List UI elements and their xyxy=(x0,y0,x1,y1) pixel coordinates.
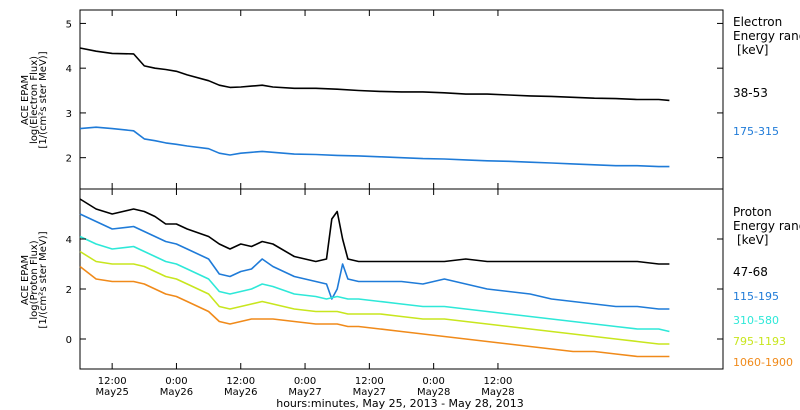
electron-ytick-label: 5 xyxy=(66,19,72,30)
legend-proton-795-1193: 795-1193 xyxy=(733,335,786,348)
axis-ticks-group: 234502412:00May250:00May2612:00May260:00… xyxy=(66,10,723,398)
xtick-label-date: May28 xyxy=(417,387,450,398)
electron-legend-subtitle: Energy range xyxy=(733,29,800,43)
xtick-label-date: May26 xyxy=(224,387,257,398)
proton-ytick-label: 4 xyxy=(66,235,72,246)
xtick-label-date: May27 xyxy=(288,387,321,398)
xtick-label-time: 0:00 xyxy=(165,376,187,387)
electron-series-175-315 xyxy=(79,126,670,168)
proton-legend-subtitle: Energy range xyxy=(733,219,800,233)
legend-proton-47-68: 47-68 xyxy=(733,265,768,279)
proton-ytick-label: 2 xyxy=(66,285,72,296)
xtick-label-date: May26 xyxy=(160,387,193,398)
legend-proton-310-580: 310-580 xyxy=(733,314,779,327)
electron-series-group xyxy=(79,47,670,168)
proton-series-795-1193 xyxy=(79,250,670,345)
proton-legend-units: [keV] xyxy=(737,233,768,247)
xtick-label-date: May27 xyxy=(353,387,386,398)
electron-ytick-label: 4 xyxy=(66,64,72,75)
xtick-label-time: 0:00 xyxy=(294,376,316,387)
xtick-label-time: 12:00 xyxy=(226,376,255,387)
proton-ylabel-line2: log(Proton Flux) xyxy=(29,240,40,319)
electron-series-38-53 xyxy=(79,47,670,102)
electron-ylabel-line1: ACE EPAM xyxy=(20,75,31,125)
x-axis-title: hours:minutes, May 25, 2013 - May 28, 20… xyxy=(276,397,524,410)
xtick-label-date: May25 xyxy=(95,387,128,398)
proton-series-group xyxy=(79,198,670,358)
proton-ytick-label: 0 xyxy=(66,335,72,346)
proton-series-115-195 xyxy=(79,213,670,310)
xtick-label-date: May28 xyxy=(481,387,514,398)
proton-panel-frame xyxy=(79,188,724,370)
proton-ylabel-line3: [1/(cm²s ster MeV)] xyxy=(38,231,49,328)
legend-proton-115-195: 115-195 xyxy=(733,290,779,303)
electron-ytick-label: 3 xyxy=(66,109,72,120)
proton-ylabel-line1: ACE EPAM xyxy=(20,255,31,305)
electron-legend-units: [keV] xyxy=(737,43,768,57)
proton-series-47-68 xyxy=(79,198,670,265)
proton-legend-title: Proton xyxy=(733,205,772,219)
proton-series-310-580 xyxy=(79,235,670,333)
proton-series-1060-1900 xyxy=(79,265,670,358)
electron-legend-title: Electron xyxy=(733,15,782,29)
xtick-label-time: 12:00 xyxy=(484,376,513,387)
xtick-label-time: 12:00 xyxy=(355,376,384,387)
electron-ytick-label: 2 xyxy=(66,154,72,165)
electron-ylabel-line2: log(Electron Flux) xyxy=(29,56,40,144)
electron-ylabel-line3: [1/(cm²s ster MeV)] xyxy=(38,51,49,148)
legend-proton-1060-1900: 1060-1900 xyxy=(733,356,793,369)
xtick-label-time: 12:00 xyxy=(98,376,127,387)
legend-electron-38-53: 38-53 xyxy=(733,86,768,100)
xtick-label-time: 0:00 xyxy=(422,376,444,387)
legend-electron-175-315: 175-315 xyxy=(733,125,779,138)
